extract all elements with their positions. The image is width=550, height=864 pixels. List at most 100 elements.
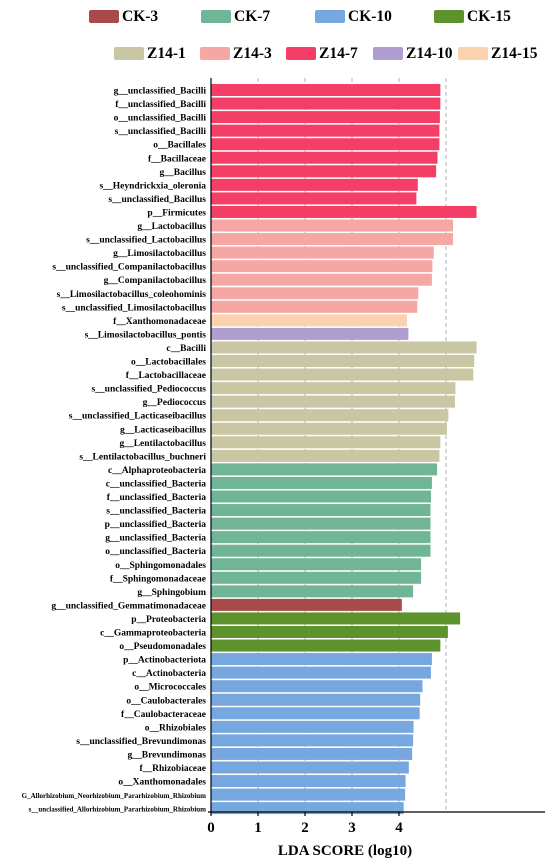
bar-label-c-gammaproteobacteria: c__Gammaproteobacteria [100, 629, 206, 639]
bar-label-g-sphingobium: g__Sphingobium [137, 588, 206, 598]
x-tick-label: 0 [207, 820, 215, 836]
bar-s-heyndrickxia-oleronia [211, 178, 418, 191]
bar-c-bacilli [211, 341, 477, 354]
bar-label-o-sphingomonadales: o__Sphingomonadales [115, 561, 206, 571]
bar-s-unclassified-bacilli [211, 124, 440, 137]
legend-item-ck-3: CK-3 [89, 8, 158, 25]
legend-swatch-ck-7 [201, 10, 231, 23]
bar-label-c-unclassified-bacteria: c__unclassified_Bacteria [106, 479, 207, 489]
bar-label-p-firmicutes: p__Firmicutes [147, 208, 206, 218]
bar-s-unclassified-lacticaseibacillus [211, 409, 449, 422]
bar-label-f-unclassified-bacilli: f__unclassified_Bacilli [115, 100, 206, 110]
bar-f-xanthomonadaceae [211, 314, 407, 327]
bar-label-g-unclassified-bacilli: g__unclassified_Bacilli [114, 87, 207, 97]
bar-label-f-sphingomonadaceae: f__Sphingomonadaceae [110, 574, 206, 584]
legend-swatch-ck-10 [315, 10, 345, 23]
x-tick-label: 4 [395, 820, 403, 836]
bar-o-caulobacterales [211, 693, 421, 706]
bar-label-s-unclassified-lactobacillus: s__unclassified_Lactobacillus [86, 236, 206, 246]
bar-o-lactobacillales [211, 355, 475, 367]
bar-label-s-limosilactobacillus-coleohominis: s__Limosilactobacillus_coleohominis [57, 290, 207, 300]
bar-p-unclassified-bacteria [211, 517, 431, 530]
bar-c-actinobacteria [211, 666, 431, 679]
bar-o-rhizobiales [211, 720, 414, 733]
x-axis-title: LDA SCORE (log10) [278, 843, 412, 859]
x-tick-label: 2 [301, 820, 309, 836]
bar-label-g-bacillus: g__Bacillus [160, 168, 207, 178]
bar-label-s-unclassified-bacteria: s__unclassified_Bacteria [106, 507, 206, 517]
bar-f-caulobacteraceae [211, 707, 420, 720]
bar-label-g-brevundimonas: g__Brevundimonas [128, 750, 207, 760]
bar-label-s-heyndrickxia-oleronia: s__Heyndrickxia_oleronia [100, 181, 207, 191]
bar-c-gammaproteobacteria [211, 626, 448, 638]
bar-o-bacillales [211, 138, 440, 151]
bar-label-s-unclassified-brevundimonas: s__unclassified_Brevundimonas [76, 737, 206, 747]
bar-label-s-unclassified-pediococcus: s__unclassified_Pediococcus [91, 385, 206, 395]
bar-f-unclassified-bacilli [211, 97, 441, 110]
bar-label-f-unclassified-bacteria: f__unclassified_Bacteria [107, 493, 206, 503]
legend-swatch-z14-3 [200, 47, 230, 60]
bar-label-g-allorhizobium-neorhizobium-pararhizobium-rhizobium: G_Allorhizobium_Neorhizobium_Pararhizobi… [22, 792, 207, 800]
bar-s-unclassified-brevundimonas [211, 734, 414, 747]
bar-label-o-pseudomonadales: o__Pseudomonadales [119, 642, 206, 652]
legend-label-z14-7: Z14-7 [319, 45, 358, 62]
bar-f-bacillaceae [211, 151, 438, 164]
bar-s-unclassified-bacteria [211, 504, 431, 517]
bar-g-companilactobacillus [211, 273, 432, 286]
bar-label-s-unclassified-allorhizobium-pararhizobium-rhizobium: s__unclassified_Allorhizobium_Pararhizob… [29, 806, 207, 814]
legend-swatch-z14-15 [458, 47, 488, 60]
bar-g-sphingobium [211, 585, 414, 598]
bar-f-lactobacillaceae [211, 368, 474, 381]
bar-label-p-actinobacteriota: p__Actinobacteriota [123, 656, 206, 666]
bar-s-unclassified-allorhizobium-pararhizobium-rhizobium [211, 802, 404, 815]
bar-label-g-lactobacillus: g__Lactobacillus [137, 222, 206, 232]
bars [211, 84, 477, 815]
bar-g-limosilactobacillus [211, 246, 434, 259]
bar-g-brevundimonas [211, 747, 413, 760]
bar-label-g-limosilactobacillus: g__Limosilactobacillus [113, 249, 206, 259]
legend-label-ck-3: CK-3 [122, 8, 158, 25]
bar-g-lentilactobacillus [211, 436, 441, 449]
legend-label-z14-10: Z14-10 [406, 45, 453, 62]
bar-o-micrococcales [211, 680, 423, 693]
bar-s-unclassified-lactobacillus [211, 233, 454, 246]
bar-f-rhizobiaceae [211, 761, 409, 774]
bar-s-unclassified-limosilactobacillus [211, 300, 418, 313]
legend-item-ck-7: CK-7 [201, 8, 270, 25]
legend-item-z14-15: Z14-15 [458, 45, 538, 62]
bar-label-g-unclassified-gemmatimonadaceae: g__unclassified_Gemmatimonadaceae [51, 601, 206, 611]
legend-label-z14-15: Z14-15 [491, 45, 538, 62]
bar-label-s-unclassified-limosilactobacillus: s__unclassified_Limosilactobacillus [62, 303, 206, 313]
bar-label-f-xanthomonadaceae: f__Xanthomonadaceae [113, 317, 206, 327]
x-tick-label: 1 [254, 820, 262, 836]
bar-g-allorhizobium-neorhizobium-pararhizobium-rhizobium [211, 788, 406, 801]
legend-swatch-z14-10 [373, 47, 403, 60]
bar-s-lentilactobacillus-buchneri [211, 449, 440, 462]
bar-label-s-lentilactobacillus-buchneri: s__Lentilactobacillus_buchneri [79, 452, 206, 462]
bar-g-unclassified-bacilli [211, 84, 441, 96]
bar-label-f-bacillaceae: f__Bacillaceae [148, 154, 206, 164]
bar-label-o-micrococcales: o__Micrococcales [134, 683, 206, 693]
bar-label-o-unclassified-bacteria: o__unclassified_Bacteria [105, 547, 206, 557]
bar-o-sphingomonadales [211, 558, 422, 571]
legend-item-z14-3: Z14-3 [200, 45, 272, 62]
legend-swatch-z14-1 [114, 47, 144, 60]
legend-item-ck-15: CK-15 [434, 8, 511, 25]
bar-label-g-pediococcus: g__Pediococcus [143, 398, 207, 408]
legend-label-z14-3: Z14-3 [233, 45, 272, 62]
bar-labels: g__unclassified_Bacilli f__unclassified_B… [22, 87, 207, 814]
bar-label-o-rhizobiales: o__Rhizobiales [145, 723, 207, 733]
legend-swatch-ck-15 [434, 10, 464, 23]
bar-label-g-unclassified-bacteria: g__unclassified_Bacteria [105, 534, 206, 544]
bar-label-o-bacillales: o__Bacillales [153, 141, 206, 151]
bar-o-unclassified-bacteria [211, 544, 431, 557]
legend-label-ck-15: CK-15 [467, 8, 511, 25]
bar-label-c-bacilli: c__Bacilli [166, 344, 206, 354]
bar-label-s-unclassified-bacillus: s__unclassified_Bacillus [108, 195, 206, 205]
bar-p-actinobacteriota [211, 653, 432, 666]
x-axis: 0 1 2 3 4 [207, 78, 545, 836]
legend-label-ck-7: CK-7 [234, 8, 270, 25]
legend-swatch-ck-3 [89, 10, 119, 23]
bar-g-bacillus [211, 165, 437, 178]
